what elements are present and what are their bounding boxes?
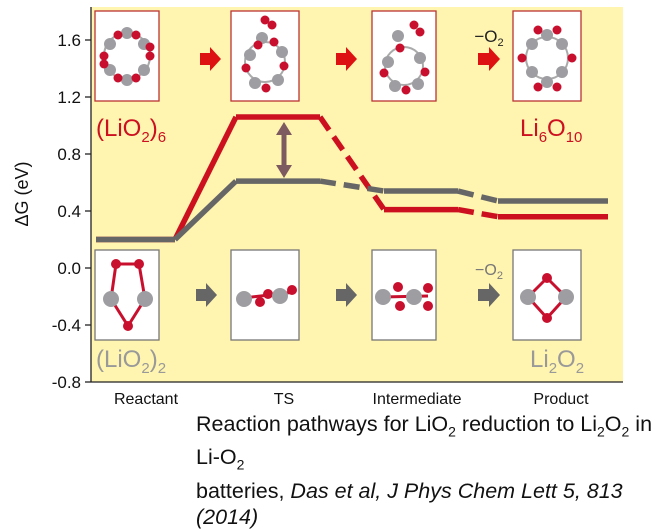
barrier-difference-arrow <box>276 122 292 178</box>
energy-connector-gray <box>173 179 238 242</box>
top-step-arrow-2 <box>336 47 357 71</box>
bottom-molecule-intermediate <box>375 282 433 311</box>
bottom-molecule-ts <box>236 285 297 307</box>
top-step-arrow-1 <box>200 47 221 71</box>
bottom-step-arrow-3 <box>478 283 500 307</box>
bottom-step-arrow-2 <box>336 283 357 307</box>
energy-profile-chart: 1.6 1.2 0.8 0.4 0.0 -0.4 -0.8 Reactant TS Interm… <box>12 7 623 408</box>
top-step-arrow-3 <box>478 47 500 71</box>
bottom-molecule-product <box>520 273 574 323</box>
top-o2-loss-label: −O2 <box>474 27 503 49</box>
x-tick-label: Reactant <box>114 391 179 408</box>
y-tick-label: -0.8 <box>52 373 81 392</box>
y-axis-label: ΔG (eV) <box>12 161 32 226</box>
bottom-label-left: (LiO2)2 <box>96 346 166 377</box>
top-molecule-product <box>517 25 577 92</box>
y-tick-label: 1.6 <box>57 31 81 50</box>
x-tick-label: Intermediate <box>373 391 462 408</box>
x-tick-label: TS <box>274 391 294 408</box>
bottom-label-right: Li2O2 <box>530 346 584 377</box>
y-tick-label: 0.0 <box>57 259 81 278</box>
x-tick-label: Product <box>533 391 589 408</box>
top-molecule-ts <box>241 15 289 93</box>
y-tick-label: 1.2 <box>57 88 81 107</box>
y-tick-label: 0.8 <box>57 145 81 164</box>
top-label-left: (LiO2)6 <box>96 115 166 146</box>
bottom-o2-loss-label: −O2 <box>475 262 503 282</box>
bottom-cluster-row: −O2 (LiO2)2 Li2O2 <box>94 249 584 377</box>
top-molecule-intermediate <box>379 20 430 95</box>
energy-connector-red <box>172 115 239 241</box>
top-cluster-row: −O2 (LiO2)6 Li6O10 <box>94 10 582 146</box>
energy-connector-red <box>317 115 387 212</box>
energy-series <box>96 114 608 243</box>
bottom-molecule-reactant <box>103 259 153 331</box>
top-molecule-reactant <box>99 27 155 86</box>
y-tick-label: 0.4 <box>57 202 81 221</box>
y-axis-ticks: 1.6 1.2 0.8 0.4 0.0 -0.4 -0.8 <box>52 31 91 392</box>
energy-connector-gray <box>457 188 499 204</box>
figure-caption: Reaction pathways for LiO2 reduction to … <box>196 411 661 530</box>
caption-line-2: batteries, Das et al, J Phys Chem Lett 5… <box>196 478 623 529</box>
y-tick-label: -0.4 <box>52 316 81 335</box>
energy-connector-gray <box>319 178 385 194</box>
energy-connector-red <box>457 206 499 220</box>
x-axis-labels: Reactant TS Intermediate Product <box>114 391 589 408</box>
bottom-step-arrow-1 <box>196 283 217 307</box>
caption-line-1: Reaction pathways for LiO2 reduction to … <box>196 412 653 473</box>
